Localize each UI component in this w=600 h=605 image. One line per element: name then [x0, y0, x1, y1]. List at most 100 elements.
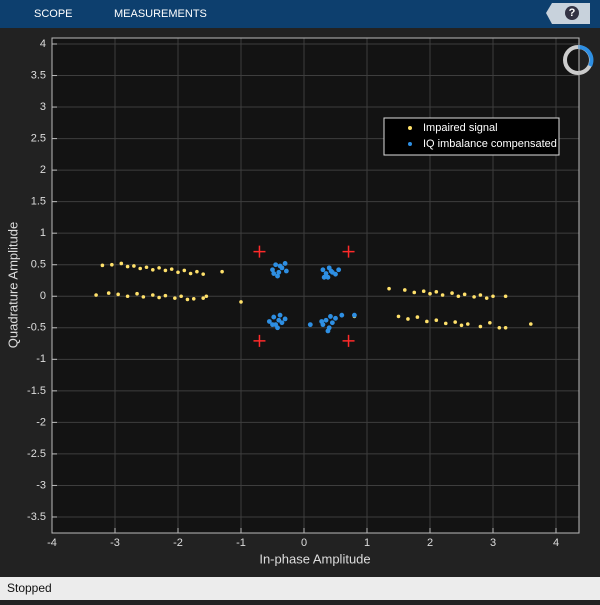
- point: [453, 320, 458, 324]
- point: [403, 288, 407, 292]
- point: [138, 266, 143, 271]
- x-tick-label: 1: [364, 537, 370, 549]
- y-tick-label: 1.5: [31, 196, 46, 208]
- point: [459, 323, 464, 328]
- point: [204, 294, 209, 299]
- point: [273, 262, 279, 268]
- tab[interactable]: SCOPE: [34, 8, 73, 20]
- point: [466, 322, 470, 326]
- point: [396, 314, 401, 319]
- point: [151, 267, 155, 272]
- point: [325, 274, 331, 280]
- legend-marker: [408, 126, 412, 130]
- point: [163, 293, 168, 298]
- legend-label: Impaired signal: [423, 122, 498, 134]
- point: [491, 294, 495, 299]
- toolbar: [0, 0, 600, 28]
- point: [132, 264, 136, 268]
- x-tick-label: -3: [110, 537, 120, 549]
- y-tick-label: -1: [36, 353, 46, 365]
- point: [503, 294, 508, 299]
- point: [333, 315, 338, 321]
- point: [201, 296, 206, 300]
- point: [277, 263, 283, 269]
- y-tick-label: -2: [36, 416, 46, 428]
- point: [339, 312, 345, 318]
- point: [179, 294, 183, 299]
- point: [157, 295, 161, 300]
- point: [319, 319, 325, 324]
- y-tick-label: 3.5: [31, 69, 46, 81]
- point: [412, 290, 417, 295]
- point: [94, 293, 98, 297]
- plot-area: [52, 38, 579, 533]
- reference-point: [253, 334, 266, 347]
- point: [188, 271, 193, 276]
- y-tick-label: 2.5: [31, 132, 46, 144]
- x-tick-label: 4: [553, 537, 559, 549]
- help-text[interactable]: ?: [569, 7, 576, 19]
- point: [488, 320, 492, 325]
- point: [185, 297, 190, 302]
- point: [135, 291, 139, 296]
- point: [529, 322, 533, 326]
- point: [266, 319, 272, 324]
- point: [415, 315, 420, 319]
- x-tick-label: -4: [47, 537, 57, 549]
- point: [182, 268, 187, 273]
- point: [328, 314, 333, 319]
- point: [497, 325, 502, 330]
- point: [100, 263, 105, 268]
- x-tick-label: 0: [301, 537, 307, 549]
- point: [201, 272, 206, 276]
- point: [478, 293, 483, 297]
- reference-point: [342, 245, 355, 258]
- tab[interactable]: MEASUREMENTS: [114, 8, 207, 20]
- point: [425, 319, 429, 324]
- x-tick-label: 2: [427, 537, 433, 549]
- point: [125, 294, 130, 299]
- point: [270, 267, 275, 273]
- help-icon: [565, 6, 579, 20]
- point: [406, 317, 410, 321]
- point: [333, 271, 338, 277]
- point: [321, 274, 327, 280]
- point: [176, 270, 180, 275]
- point: [141, 295, 146, 299]
- y-tick-label: -1.5: [27, 385, 46, 397]
- point: [110, 262, 114, 267]
- point: [323, 271, 329, 276]
- point: [282, 261, 288, 266]
- point: [275, 325, 280, 331]
- point: [472, 295, 476, 299]
- legend: [383, 117, 560, 156]
- point: [387, 286, 391, 291]
- y-tick-label: 4: [40, 38, 46, 50]
- point: [271, 271, 277, 276]
- point: [116, 292, 120, 297]
- y-tick-label: 3: [40, 101, 46, 113]
- point: [239, 300, 243, 304]
- y-tick-label: 0: [40, 290, 46, 302]
- point: [271, 314, 277, 320]
- legend-marker: [408, 142, 412, 146]
- point: [125, 264, 130, 269]
- point: [336, 267, 342, 273]
- point: [484, 296, 489, 300]
- reference-point: [253, 245, 266, 258]
- point: [325, 328, 331, 334]
- point: [428, 291, 432, 296]
- point: [169, 267, 174, 271]
- point: [434, 318, 439, 323]
- point: [191, 296, 196, 301]
- point: [173, 296, 177, 300]
- plot-border: [51, 37, 580, 534]
- point: [320, 267, 326, 273]
- point: [220, 269, 224, 274]
- point: [151, 293, 155, 297]
- point: [276, 269, 282, 275]
- point: [157, 266, 161, 270]
- point: [282, 316, 288, 322]
